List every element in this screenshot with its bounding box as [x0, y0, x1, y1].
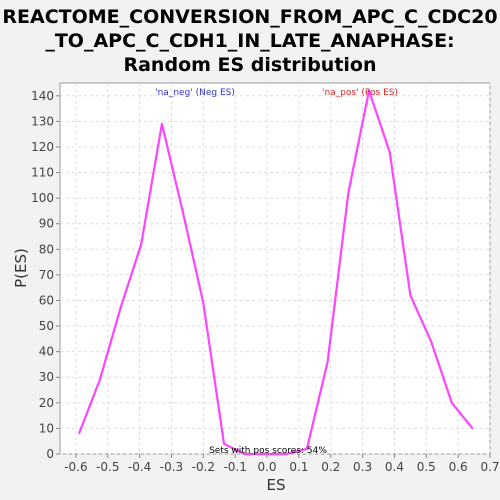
y-tick-label: 50 [39, 319, 54, 333]
y-tick-label: 120 [31, 140, 54, 154]
data-point [347, 192, 350, 194]
y-tick-label: 0 [46, 447, 54, 461]
y-tick-label: 70 [39, 268, 54, 282]
data-point [368, 89, 370, 92]
y-tick-label: 80 [39, 242, 54, 256]
y-tick-label: 90 [39, 217, 54, 231]
chart-title-line-3: Random ES distribution [123, 54, 376, 76]
y-tick-label: 140 [31, 89, 54, 103]
x-tick-label: 0.5 [417, 460, 436, 474]
x-tick-label: -0.2 [192, 460, 215, 474]
data-point [285, 453, 287, 455]
x-tick-label: 0.4 [385, 460, 404, 474]
x-tick-label: -0.4 [128, 460, 151, 474]
data-point [78, 432, 80, 435]
data-point [306, 448, 308, 450]
chart-title-line-1: REACTOME_CONVERSION_FROM_APC_C_CDC20 [2, 6, 497, 28]
chart-title-line-2: _TO_APC_C_CDH1_IN_LATE_ANAPHASE: [45, 30, 454, 52]
y-tick-label: 10 [39, 421, 54, 435]
x-tick-label: 0.1 [289, 460, 308, 474]
data-point [326, 361, 329, 363]
data-point [202, 302, 205, 304]
y-tick-label: 20 [39, 396, 54, 410]
data-point [388, 151, 391, 153]
y-tick-label: 40 [39, 345, 54, 359]
data-point [450, 402, 453, 404]
data-point [243, 453, 246, 455]
y-tick-label: 60 [39, 293, 54, 307]
data-point [430, 340, 432, 343]
x-tick-label: 0.7 [480, 460, 499, 474]
y-tick-label: 30 [39, 370, 54, 384]
x-tick-label: 0.0 [257, 460, 276, 474]
data-point [409, 294, 412, 297]
x-tick-label: -0.6 [64, 460, 87, 474]
es-distribution-line [78, 89, 474, 456]
grid-lines [60, 83, 491, 455]
neg-es-label: 'na_neg' (Neg ES) [155, 88, 235, 98]
y-tick-label: 100 [31, 191, 54, 205]
data-point [140, 243, 143, 245]
pos-es-label: 'na_pos' (Pos ES) [322, 88, 398, 98]
data-point [99, 379, 101, 381]
data-point [266, 453, 268, 455]
y-axis-label: P(ES) [12, 248, 30, 288]
data-point [223, 442, 225, 445]
plot-area [59, 82, 491, 455]
x-tick-label: -0.3 [160, 460, 183, 474]
x-axis-label: ES [267, 476, 286, 494]
y-tick-label: 130 [31, 114, 54, 128]
data-point [471, 427, 474, 430]
x-axis: -0.6 -0.5 -0.4 -0.3 -0.2 -0.1 0.0 0.1 0.2 0.3 0.4 0… [64, 454, 500, 474]
x-tick-label: 0.6 [449, 460, 468, 474]
series-layer [78, 89, 474, 456]
pos-scores-footer: Sets with pos scores: 54% [209, 446, 327, 456]
x-tick-label: 0.3 [353, 460, 372, 474]
y-tick-label: 110 [31, 166, 54, 180]
x-tick-label: 0.2 [321, 460, 340, 474]
x-tick-label: -0.5 [96, 460, 119, 474]
data-point [161, 123, 163, 125]
y-axis: 0 10 20 30 40 50 60 70 80 90 100 110 120 130 140 [31, 89, 60, 461]
x-tick-label: -0.1 [223, 460, 246, 474]
data-point [181, 210, 184, 212]
data-point [119, 307, 122, 309]
